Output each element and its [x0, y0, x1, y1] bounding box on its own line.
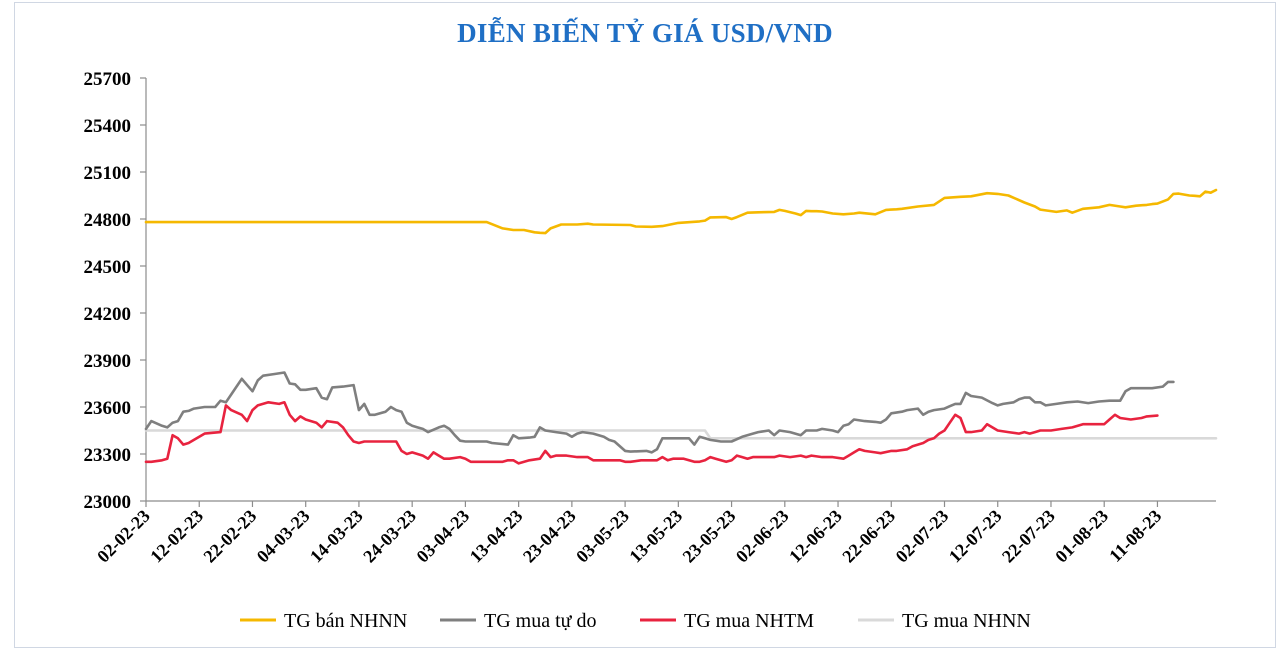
- legend-label: TG mua NHTM: [684, 610, 814, 632]
- series-line-1: [144, 188, 1218, 235]
- y-tick-label: 23000: [84, 492, 132, 513]
- y-tick-label: 24500: [84, 257, 132, 278]
- legend-label: TG mua tự do: [484, 610, 597, 632]
- series-line-2: [144, 371, 1175, 454]
- x-tick-label: 13-05-23: [625, 506, 686, 567]
- y-tick-label: 25400: [84, 116, 132, 137]
- chart-title: DIỄN BIẾN TỶ GIÁ USD/VND: [457, 18, 833, 48]
- x-tick-label: 24-03-23: [359, 506, 420, 567]
- x-tick-label: 22-02-23: [199, 506, 260, 567]
- x-tick-label: 23-05-23: [679, 506, 740, 567]
- x-tick-label: 22-06-23: [838, 506, 899, 567]
- chart-frame: [14, 2, 1276, 648]
- series-group: [144, 188, 1218, 465]
- y-tick-label: 23600: [84, 398, 132, 419]
- x-tick-label: 12-02-23: [146, 506, 207, 567]
- x-tick-label: 01-08-23: [1051, 506, 1112, 567]
- series-line-3: [144, 400, 1159, 465]
- x-tick-label: 03-04-23: [412, 506, 473, 567]
- legend: TG bán NHNN TG mua tự do TG mua NHTM TG mua…: [240, 610, 1031, 632]
- legend-label: TG mua NHNN: [902, 610, 1031, 632]
- x-tick-label: 12-06-23: [785, 506, 846, 567]
- y-tick-label: 25700: [84, 69, 132, 90]
- x-tick-label: 12-07-23: [945, 506, 1006, 567]
- legend-label: TG bán NHNN: [284, 610, 407, 632]
- x-tick-label: 22-07-23: [998, 506, 1059, 567]
- x-tick-label: 04-03-23: [253, 506, 314, 567]
- x-tick-label: 13-04-23: [466, 506, 527, 567]
- x-tick-label: 03-05-23: [572, 506, 633, 567]
- x-tick-label: 23-04-23: [519, 506, 580, 567]
- x-tick-label: 11-08-23: [1105, 506, 1165, 566]
- x-tick-label: 02-06-23: [732, 506, 793, 567]
- y-tick-label: 24200: [84, 304, 132, 325]
- x-tick-label: 14-03-23: [306, 506, 367, 567]
- x-tick-label: 02-02-23: [93, 506, 154, 567]
- y-tick-label: 24800: [84, 210, 132, 231]
- y-tick-label: 23300: [84, 445, 132, 466]
- y-tick-label: 25100: [84, 163, 132, 184]
- x-tick-label: 02-07-23: [892, 506, 953, 567]
- axes: 25700 25400 25100 24800 24500 24200 23900 23600…: [84, 69, 1216, 567]
- y-tick-label: 23900: [84, 351, 132, 372]
